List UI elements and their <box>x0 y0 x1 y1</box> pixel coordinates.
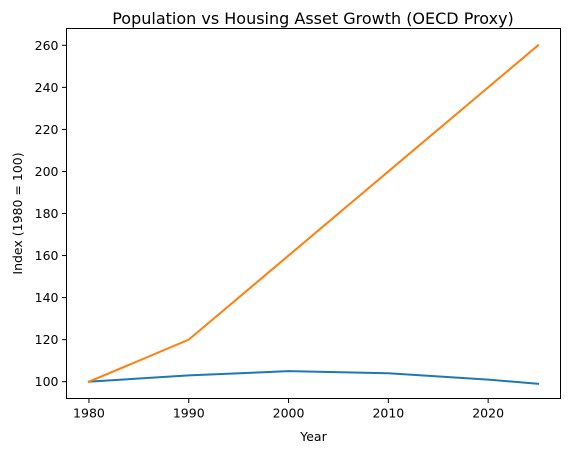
y-axis: 100 120 140 160 180 200 220 240 260 <box>35 38 67 389</box>
plot-frame <box>66 28 561 399</box>
x-tick-label: 1980 <box>73 406 105 421</box>
y-axis-label: Index (1980 = 100) <box>10 152 25 274</box>
y-tick-label: 160 <box>35 248 59 263</box>
x-tick-label: 1990 <box>173 406 205 421</box>
x-tick-label: 2010 <box>372 406 404 421</box>
x-axis: 1980 1990 2000 2010 2020 <box>73 398 504 421</box>
y-tick-label: 180 <box>35 206 59 221</box>
chart-title: Population vs Housing Asset Growth (OECD… <box>112 9 514 28</box>
y-tick-label: 100 <box>35 374 59 389</box>
y-tick-label: 200 <box>35 164 59 179</box>
y-tick-label: 260 <box>35 38 59 53</box>
series-1-line <box>87 370 540 385</box>
plot-area <box>87 43 540 385</box>
y-tick-label: 140 <box>35 290 59 305</box>
x-tick-label: 2000 <box>273 406 305 421</box>
y-tick-label: 240 <box>35 80 59 95</box>
y-tick-label: 120 <box>35 332 59 347</box>
y-tick-label: 220 <box>35 122 59 137</box>
x-tick-label: 2020 <box>472 406 504 421</box>
series-2-line <box>87 43 540 383</box>
x-axis-label: Year <box>299 429 327 444</box>
